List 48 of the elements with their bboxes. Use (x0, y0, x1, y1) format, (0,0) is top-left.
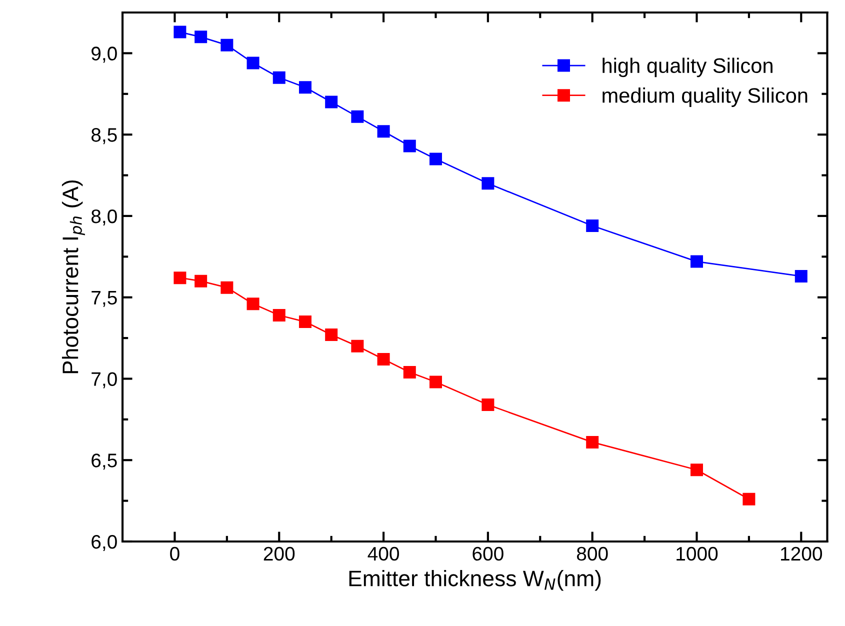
point (194, 30, 208, 44)
y-tick-label: 8,5 (91, 128, 117, 144)
point (429, 376, 442, 388)
point (403, 140, 416, 152)
point (298, 81, 312, 94)
point (246, 298, 260, 310)
point (351, 110, 364, 123)
point (220, 281, 234, 294)
point (429, 152, 442, 166)
point (246, 56, 260, 70)
x-tick-label: 1000 (676, 546, 718, 561)
point (403, 366, 416, 378)
point (272, 309, 286, 322)
x-axis-title: Emitter thickness W$_{N}$(nm) (349, 570, 601, 591)
y-tick-label: 8,0 (91, 209, 117, 226)
legend-label: medium quality Silicon (602, 88, 808, 107)
point (586, 436, 599, 448)
point (742, 492, 756, 506)
point (690, 255, 703, 268)
legend-label: high quality Silicon (602, 58, 772, 78)
y-tick-label: 7,0 (92, 372, 117, 388)
x-tick-label: 400 (368, 546, 399, 561)
point (325, 96, 338, 108)
point (220, 38, 234, 52)
point (586, 219, 599, 232)
point (272, 71, 286, 84)
point (377, 352, 390, 366)
x-tick-label: 800 (576, 546, 608, 561)
y-tick-label: 6,5 (92, 454, 117, 470)
y-tick-label: 7,5 (92, 291, 117, 307)
point (325, 328, 338, 342)
point (482, 398, 494, 412)
point (194, 274, 208, 288)
y-tick-label: 9,0 (92, 46, 117, 63)
point (482, 177, 494, 190)
point (690, 464, 703, 476)
x-tick-label: 200 (264, 546, 295, 561)
point (174, 26, 186, 38)
x-tick-label: 600 (472, 546, 504, 561)
point (298, 316, 312, 328)
point (174, 272, 186, 284)
y-axis-title: Photocurrent I$_{ph}$ (A) (62, 180, 85, 374)
point (377, 125, 390, 138)
x-tick-label: 1200 (781, 546, 822, 561)
y-tick-label: 6,0 (92, 534, 117, 552)
point (794, 270, 808, 282)
point (351, 340, 364, 352)
x-tick-label: 0 (170, 546, 180, 561)
